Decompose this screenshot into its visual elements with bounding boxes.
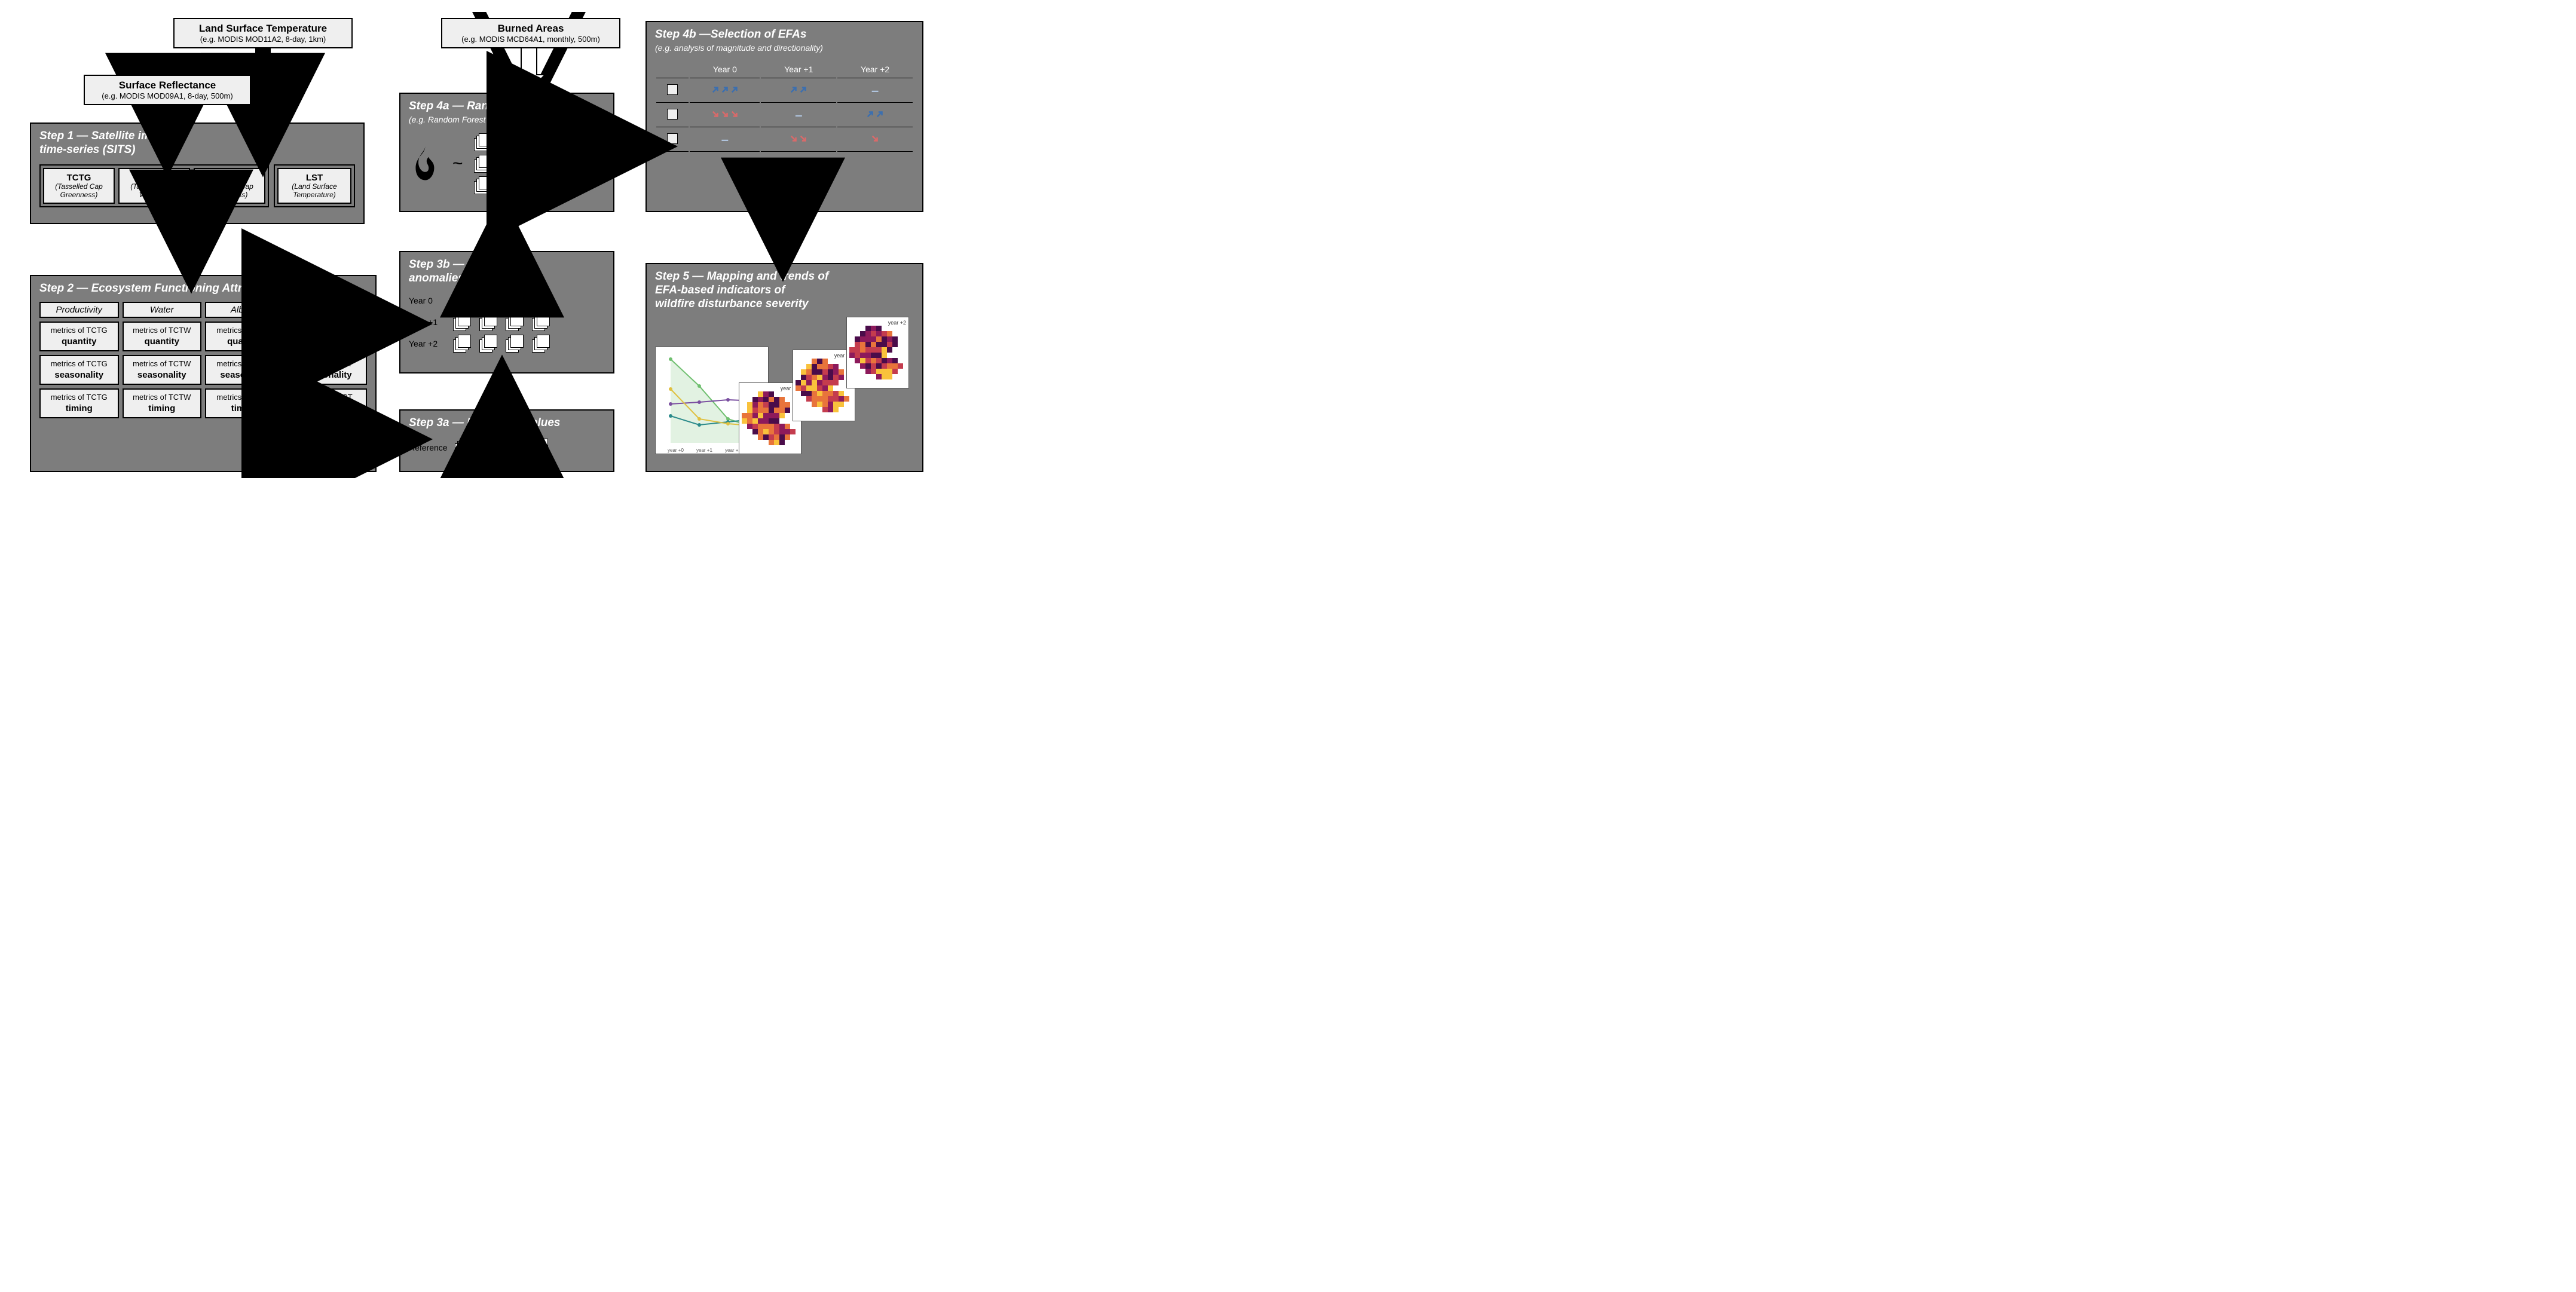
step2-panel: Step 2 — Ecosystem Functioning Attribute… — [30, 275, 377, 472]
step1-panel: Step 1 — Satellite imagetime-series (SIT… — [30, 123, 365, 224]
svg-text:year +1: year +1 — [696, 448, 712, 453]
workflow-diagram: Land Surface Temperature (e.g. MODIS MOD… — [12, 12, 932, 478]
svg-text:year +0: year +0 — [668, 448, 684, 453]
step4b-panel: Step 4b —Selection of EFAs (e.g. analysi… — [645, 21, 923, 212]
input-lst: Land Surface Temperature (e.g. MODIS MOD… — [173, 18, 353, 48]
input-sr: Surface Reflectance (e.g. MODIS MOD09A1,… — [84, 75, 251, 105]
step4a-panel: Step 4a — Ranking of EFAs (e.g. Random F… — [399, 93, 614, 212]
input-ba: Burned Areas (e.g. MODIS MCD64A1, monthl… — [441, 18, 620, 48]
step3a-panel: Step 3a — Reference values Reference — [399, 409, 614, 472]
step3b-panel: Step 3b — Inter-annualanomalies Year 0Ye… — [399, 251, 614, 373]
flame-icon — [409, 143, 442, 185]
step5-panel: Step 5 — Mapping and trends ofEFA-based … — [645, 263, 923, 472]
